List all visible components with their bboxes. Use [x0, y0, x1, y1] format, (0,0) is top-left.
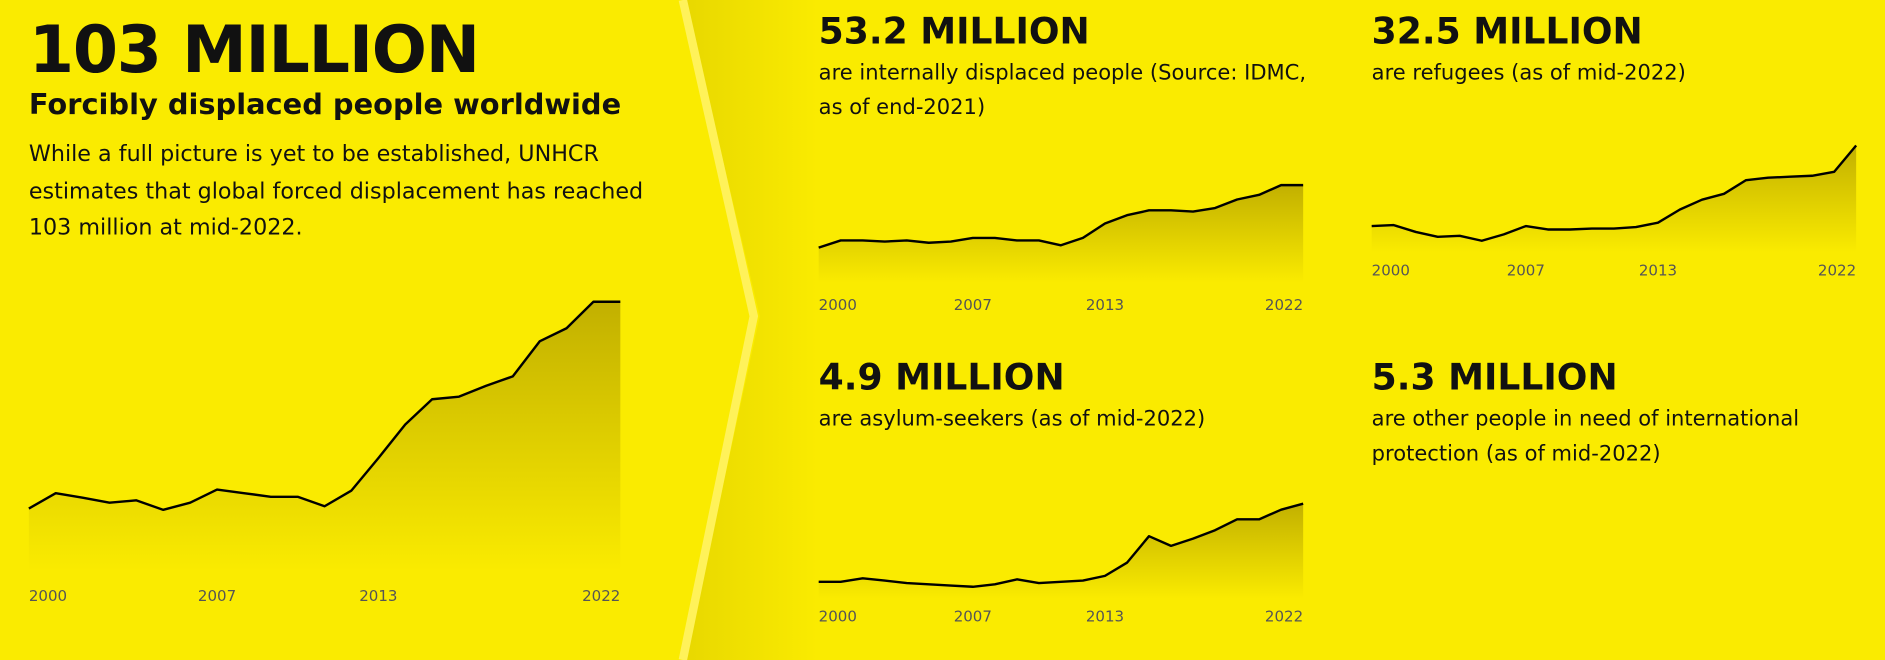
- area-fill: [818, 503, 1304, 599]
- x-tick-label: 2000: [1372, 261, 1410, 279]
- x-tick-label: 2007: [954, 608, 992, 626]
- idp-text: 53.2 MILLION are internally displaced pe…: [818, 10, 1307, 120]
- x-tick-label: 2000: [29, 587, 67, 605]
- stat-description: are internally displaced people (Source:…: [818, 61, 1307, 120]
- line: [818, 502, 1304, 588]
- description: While a full picture is yet to be establ…: [28, 141, 644, 241]
- area-fill: [1371, 145, 1857, 253]
- x-tick-label: 2007: [198, 587, 236, 605]
- x-tick-label: 2000: [819, 296, 857, 314]
- x-tick-label: 2007: [954, 296, 992, 314]
- stat-description: are other people in need of internationa…: [1371, 407, 1800, 466]
- x-tick-label: 2013: [1639, 261, 1677, 279]
- line: [1371, 144, 1858, 242]
- x-tick-label: 2013: [359, 587, 397, 605]
- stat-description: are asylum-seekers (as of mid-2022): [818, 407, 1206, 432]
- asylum-text: 4.9 MILLION are asylum-seekers (as of mi…: [818, 357, 1206, 432]
- stat-value: 53.2 MILLION: [818, 10, 1090, 53]
- refugee-text: 32.5 MILLION are refugees (as of mid-202…: [1371, 10, 1686, 86]
- subheadline: Forcibly displaced people worldwide: [28, 87, 622, 122]
- stat-description: are refugees (as of mid-2022): [1371, 61, 1686, 86]
- x-tick-label: 2022: [1265, 296, 1303, 314]
- x-tick-label: 2022: [582, 587, 620, 605]
- main-text: 103 MILLION Forcibly displaced people wo…: [28, 14, 644, 241]
- x-tick-label: 2022: [1265, 608, 1303, 626]
- stat-value: 32.5 MILLION: [1371, 10, 1643, 53]
- divider-shade: [685, 0, 818, 660]
- line: [28, 300, 621, 512]
- area-fill: [818, 185, 1304, 283]
- line: [818, 183, 1304, 249]
- x-tick-label: 2013: [1086, 608, 1124, 626]
- stat-value: 5.3 MILLION: [1371, 357, 1618, 400]
- x-tick-label: 2013: [1086, 296, 1124, 314]
- x-tick-label: 2000: [819, 608, 857, 626]
- divider-chevron: [678, 0, 759, 660]
- x-tick-label: 2022: [1818, 261, 1856, 279]
- headline: 103 MILLION: [28, 14, 480, 88]
- other-text: 5.3 MILLION are other people in need of …: [1371, 357, 1800, 466]
- x-tick-label: 2007: [1507, 261, 1545, 279]
- area-fill: [28, 301, 621, 572]
- stat-value: 4.9 MILLION: [818, 357, 1065, 400]
